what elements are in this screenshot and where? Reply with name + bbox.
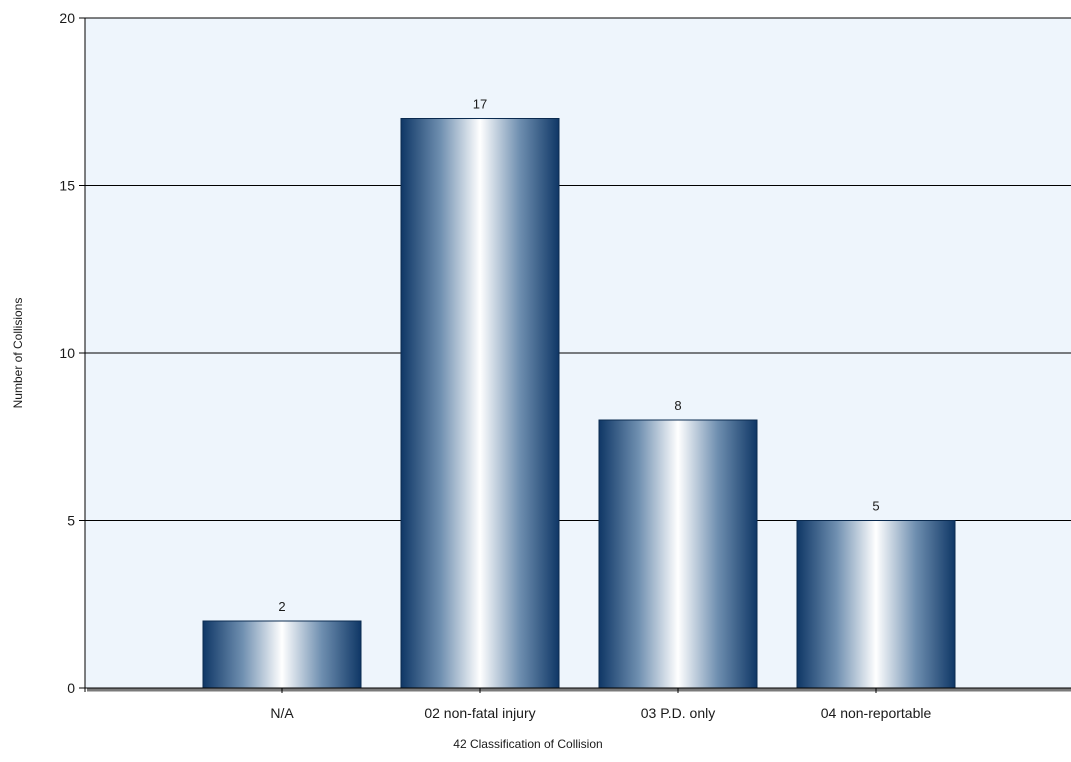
bar [796,520,956,689]
data-label: 17 [473,97,487,112]
y-axis-title: Number of Collisions [11,298,25,409]
y-tick-label: 15 [59,178,75,194]
x-axis-title: 42 Classification of Collision [453,737,602,751]
y-tick-label: 5 [67,513,75,529]
bar [598,419,758,689]
y-tick-label: 0 [67,680,75,696]
data-label: 8 [674,398,681,413]
y-tick-label: 20 [59,10,75,26]
bar [400,118,560,689]
y-tick-label: 10 [59,345,75,361]
x-tick-label: 04 non-reportable [821,705,932,721]
data-label: 2 [278,599,285,614]
data-label: 5 [872,499,879,514]
x-tick-label: N/A [270,705,294,721]
x-tick-label: 02 non-fatal injury [424,705,535,721]
bar [202,620,362,689]
x-tick-label: 03 P.D. only [641,705,715,721]
